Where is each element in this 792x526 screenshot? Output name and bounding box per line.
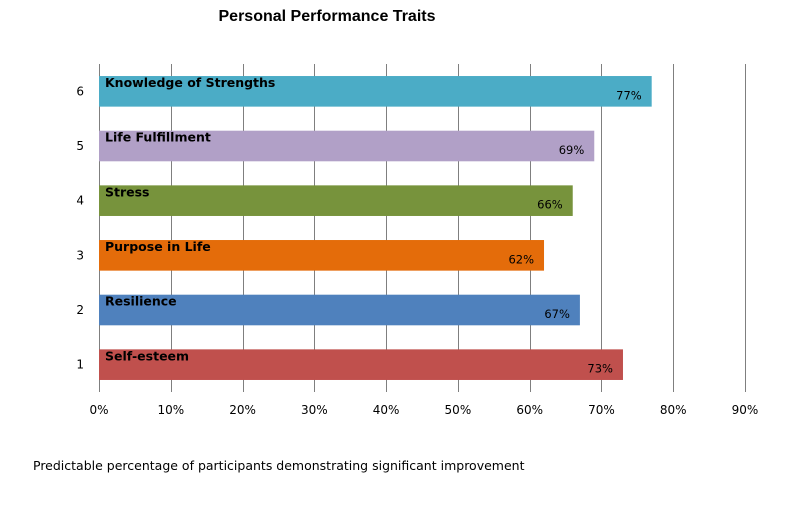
bar-label: Stress (105, 184, 150, 199)
bar-label: Resilience (105, 294, 177, 309)
y-axis-ticks: 1 2 3 4 5 6 (76, 84, 84, 371)
data-label: 69% (559, 143, 585, 157)
x-tick-label: 0% (89, 403, 108, 417)
y-tick-label: 2 (76, 303, 84, 317)
x-tick-label: 70% (588, 403, 615, 417)
y-tick-label: 1 (76, 358, 84, 372)
x-tick-label: 30% (301, 403, 328, 417)
bar (99, 76, 652, 107)
bar-label: Knowledge of Strengths (105, 75, 275, 90)
x-tick-label: 60% (516, 403, 543, 417)
bar (99, 349, 623, 380)
x-tick-label: 90% (732, 403, 759, 417)
y-tick-label: 5 (76, 139, 84, 153)
data-label: 66% (537, 198, 563, 212)
bar-label: Purpose in Life (105, 239, 211, 254)
bar (99, 130, 595, 162)
bar (99, 240, 545, 271)
bar-label: Self-esteem (105, 348, 189, 363)
data-label: 73% (587, 362, 613, 376)
y-tick-label: 6 (76, 84, 84, 98)
y-tick-label: 3 (76, 248, 84, 262)
gridlines (99, 64, 746, 392)
bar (99, 185, 573, 216)
x-tick-label: 40% (373, 403, 400, 417)
data-label: 77% (616, 88, 642, 102)
x-tick-label: 20% (229, 403, 256, 417)
x-tick-label: 10% (157, 403, 184, 417)
x-axis-ticks: 0% 10% 20% 30% 40% 50% 60% 70% 80% 90% (89, 403, 758, 417)
bar-label: Life Fulfillment (105, 130, 211, 145)
data-label: 62% (508, 252, 534, 266)
data-label: 67% (544, 307, 570, 321)
y-tick-label: 4 (76, 194, 84, 208)
bars: Self-esteem 73% Resilience 67% Purpose in Li… (99, 75, 652, 380)
x-tick-label: 50% (445, 403, 472, 417)
chart-title: Personal Performance Traits (219, 8, 436, 25)
x-tick-label: 80% (660, 403, 687, 417)
bar (99, 294, 580, 326)
chart-footnote: Predictable percentage of participants d… (33, 458, 525, 473)
